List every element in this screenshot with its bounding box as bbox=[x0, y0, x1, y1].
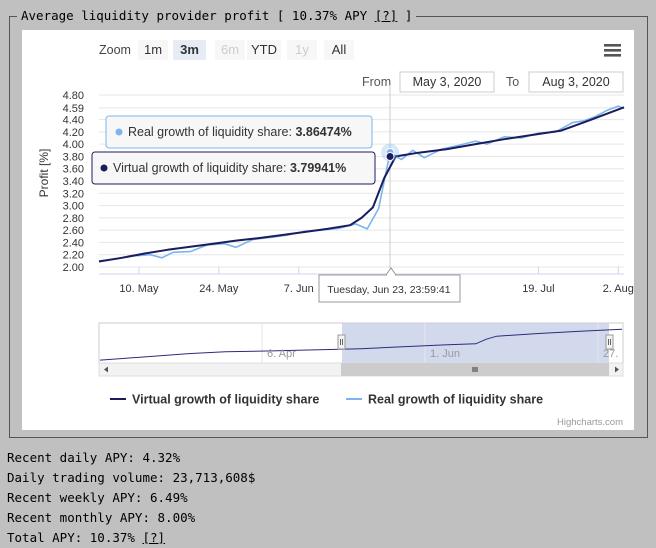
stat-daily-volume: Daily trading volume: 23,713,608$ bbox=[7, 470, 256, 485]
zoom-button-label: All bbox=[332, 42, 347, 57]
zoom-button-label: 1y bbox=[295, 42, 309, 57]
x-tick-label: 2. Aug bbox=[603, 283, 634, 295]
tooltip-real: Real growth of liquidity share: 3.86474% bbox=[105, 115, 373, 149]
x-tick-label: 10. May bbox=[119, 283, 159, 295]
navigator-tick-label: 27. bbox=[603, 348, 618, 360]
widget-title: Average liquidity provider profit [ 10.3… bbox=[17, 8, 417, 23]
navigator-series bbox=[99, 328, 623, 361]
scroll-right-icon[interactable] bbox=[615, 366, 619, 373]
tooltip-virtual-value: 3.79941% bbox=[290, 161, 346, 175]
y-tick-label: 3.80 bbox=[63, 151, 84, 163]
svg-text:Virtual growth of liquidity sh: Virtual growth of liquidity share: 3.799… bbox=[113, 161, 346, 175]
navigator-handle-left[interactable] bbox=[337, 334, 346, 350]
zoom-button-6m[interactable]: 6m bbox=[215, 40, 245, 60]
navigator-selection[interactable] bbox=[342, 323, 609, 363]
real-marker-icon bbox=[115, 128, 123, 136]
zoom-button-1y[interactable]: 1y bbox=[287, 40, 317, 60]
credits-link[interactable]: Highcharts.com bbox=[557, 417, 623, 428]
tooltip-date-text: Tuesday, Jun 23, 23:59:41 bbox=[327, 284, 450, 296]
x-tick-label: 7. Jun bbox=[284, 283, 314, 295]
y-tick-label: 4.40 bbox=[63, 115, 84, 127]
zoom-button-label: 1m bbox=[144, 42, 162, 57]
y-tick-label: 2.60 bbox=[63, 225, 84, 237]
tooltip-real-value: 3.86474% bbox=[295, 125, 351, 139]
y-axis-title: Profit [%] bbox=[37, 149, 51, 198]
from-input[interactable]: May 3, 2020 bbox=[413, 75, 482, 89]
tooltip-virtual: Virtual growth of liquidity share: 3.799… bbox=[91, 151, 376, 185]
legend-label: Virtual growth of liquidity share bbox=[132, 393, 319, 407]
x-tick-label: 24. May bbox=[199, 283, 239, 295]
tooltip-virtual-label: Virtual growth of liquidity share: bbox=[113, 161, 290, 175]
chart-panel: Zoom 1m 3m 6m YTD 1y All From May 3, 2020 To … bbox=[22, 30, 634, 430]
series-line-virtual bbox=[98, 106, 625, 263]
from-label: From bbox=[362, 75, 391, 89]
navigator-scrollbar[interactable] bbox=[98, 362, 624, 377]
zoom-buttons: 1m 3m 6m YTD 1y All bbox=[138, 40, 354, 60]
y-tick-label: 3.40 bbox=[63, 176, 84, 188]
zoom-label: Zoom bbox=[99, 43, 131, 57]
title-suffix: ] bbox=[397, 8, 413, 23]
y-tick-label: 3.20 bbox=[63, 188, 84, 200]
scrollbar-grip-icon bbox=[472, 367, 478, 372]
to-input-box[interactable] bbox=[528, 71, 624, 93]
stat-weekly-apy: Recent weekly APY: 6.49% bbox=[7, 490, 188, 505]
to-input[interactable]: Aug 3, 2020 bbox=[542, 75, 609, 89]
legend-item-virtual[interactable]: Virtual growth of liquidity share bbox=[110, 393, 319, 407]
stats-panel: Recent daily APY: 4.32% Daily trading vo… bbox=[7, 448, 255, 548]
y-tick-label: 2.00 bbox=[63, 262, 84, 274]
zoom-button-3m[interactable]: 3m bbox=[173, 40, 206, 60]
virtual-marker-icon bbox=[100, 164, 108, 172]
menu-icon[interactable] bbox=[604, 44, 621, 57]
x-axis-ticks: 10. May 24. May 7. Jun 19. Jul 2. Aug bbox=[119, 267, 634, 295]
stat-total-apy: Total APY: 10.37% [?] bbox=[7, 530, 166, 545]
y-tick-label: 4.80 bbox=[63, 90, 84, 102]
navigator-handle-right[interactable] bbox=[605, 334, 614, 350]
hover-point-virtual bbox=[385, 151, 395, 161]
zoom-button-label: 6m bbox=[221, 42, 239, 57]
x-tick-label: 19. Jul bbox=[522, 283, 554, 295]
to-label: To bbox=[506, 75, 519, 89]
tooltip-date: Tuesday, Jun 23, 23:59:41 bbox=[318, 267, 461, 303]
chart-legend: Virtual growth of liquidity share Real gr… bbox=[110, 393, 543, 407]
legend-item-real[interactable]: Real growth of liquidity share bbox=[346, 393, 543, 407]
y-tick-label: 3.60 bbox=[63, 164, 84, 176]
stock-chart: Zoom 1m 3m 6m YTD 1y All From May 3, 2020 To … bbox=[37, 40, 634, 428]
title-text: Average liquidity provider profit [ 10.3… bbox=[21, 8, 375, 23]
y-axis-ticks: 2.002.202.402.602.803.003.203.403.603.80… bbox=[63, 90, 84, 274]
series-layer bbox=[98, 105, 625, 263]
y-tick-label: 4.00 bbox=[63, 139, 84, 151]
help-link[interactable]: [?] bbox=[374, 8, 398, 23]
zoom-button-1m[interactable]: 1m bbox=[138, 40, 168, 60]
navigator[interactable]: 6. Apr 1. Jun 27. bbox=[98, 322, 624, 364]
stat-monthly-apy: Recent monthly APY: 8.00% bbox=[7, 510, 196, 525]
zoom-button-ytd[interactable]: YTD bbox=[247, 40, 281, 60]
y-tick-label: 3.00 bbox=[63, 201, 84, 213]
y-tick-label: 2.40 bbox=[63, 237, 84, 249]
navigator-tick-label: 6. Apr bbox=[267, 348, 296, 360]
zoom-button-all[interactable]: All bbox=[324, 40, 354, 60]
tooltip-real-label: Real growth of liquidity share: bbox=[128, 125, 295, 139]
svg-text:Real growth of liquidity share: Real growth of liquidity share: 3.86474% bbox=[128, 125, 352, 139]
y-tick-label: 2.80 bbox=[63, 213, 84, 225]
navigator-tick-label: 1. Jun bbox=[430, 348, 460, 360]
scroll-left-icon[interactable] bbox=[104, 366, 108, 373]
from-input-box[interactable] bbox=[399, 71, 495, 93]
y-tick-label: 4.59 bbox=[63, 103, 84, 115]
total-apy-help-link[interactable]: [?] bbox=[142, 530, 166, 545]
zoom-button-label: 3m bbox=[180, 42, 199, 57]
zoom-button-label: YTD bbox=[251, 42, 277, 57]
stat-daily-apy: Recent daily APY: 4.32% bbox=[7, 450, 181, 465]
y-tick-label: 4.20 bbox=[63, 127, 84, 139]
legend-label: Real growth of liquidity share bbox=[368, 393, 543, 407]
y-tick-label: 2.20 bbox=[63, 250, 84, 262]
